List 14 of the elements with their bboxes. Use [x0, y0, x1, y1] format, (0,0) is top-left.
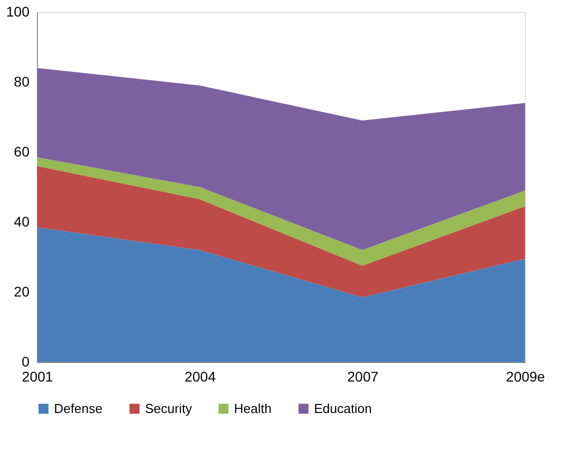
y-tick-label: 80 [14, 74, 30, 90]
y-tick-label: 100 [6, 4, 30, 20]
legend-label: Education [314, 400, 372, 416]
x-tick-label: 2007 [347, 368, 379, 384]
y-tick-label: 20 [14, 284, 30, 300]
y-tick-label: 40 [14, 214, 30, 230]
legend-label: Defense [54, 400, 102, 416]
legend-label: Security [145, 400, 192, 416]
y-tick-label: 0 [22, 354, 30, 370]
legend-label: Health [234, 400, 272, 416]
y-tick-label: 60 [14, 144, 30, 160]
x-tick-label: 2004 [184, 368, 216, 384]
x-tick-label: 2001 [22, 368, 54, 384]
x-tick-label: 2009e [506, 368, 546, 384]
